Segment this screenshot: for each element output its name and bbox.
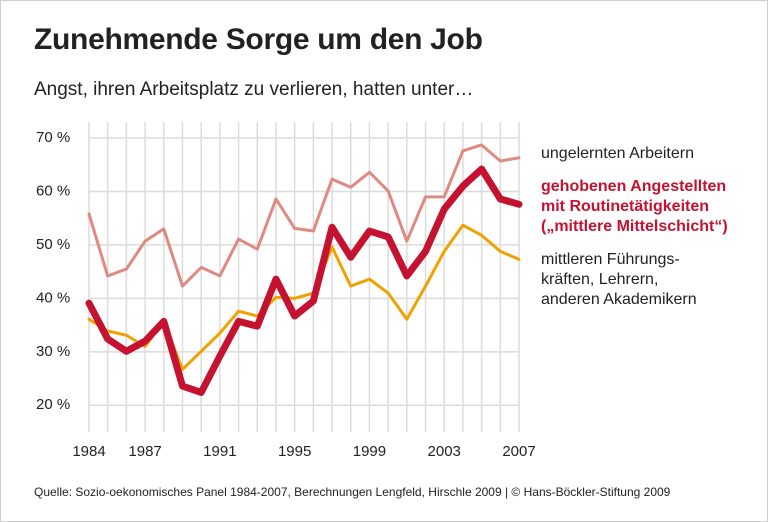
x-tick-label: 1987 xyxy=(128,443,161,460)
y-tick-label: 20 % xyxy=(36,396,70,413)
x-tick-label: 2003 xyxy=(428,443,461,460)
x-tick-label: 2007 xyxy=(502,443,535,460)
series-line xyxy=(85,165,523,396)
y-tick-label: 70 % xyxy=(36,129,70,146)
x-tick-label: 1999 xyxy=(353,443,386,460)
y-tick-label: 60 % xyxy=(36,182,70,199)
y-tick-label: 30 % xyxy=(36,343,70,360)
legend-label: ungelernten Arbeitern xyxy=(541,145,694,162)
legend-label: gehobenen Angestellten mit Routinetätigk… xyxy=(541,178,728,235)
y-tick-label: 40 % xyxy=(36,289,70,306)
legend-label: mittleren Führungs- kräften, Lehrern, an… xyxy=(541,251,697,308)
chart-subtitle: Angst, ihren Arbeitsplatz zu verlieren, … xyxy=(34,79,474,100)
x-tick-label: 1991 xyxy=(203,443,236,460)
source-note: Quelle: Sozio-oekonomisches Panel 1984-2… xyxy=(34,485,671,499)
x-tick-label: 1995 xyxy=(278,443,311,460)
series-line xyxy=(87,223,521,371)
x-tick-label: 1984 xyxy=(72,443,105,460)
series-line xyxy=(87,143,521,288)
y-tick-label: 50 % xyxy=(36,236,70,253)
chart-title: Zunehmende Sorge um den Job xyxy=(34,23,483,56)
